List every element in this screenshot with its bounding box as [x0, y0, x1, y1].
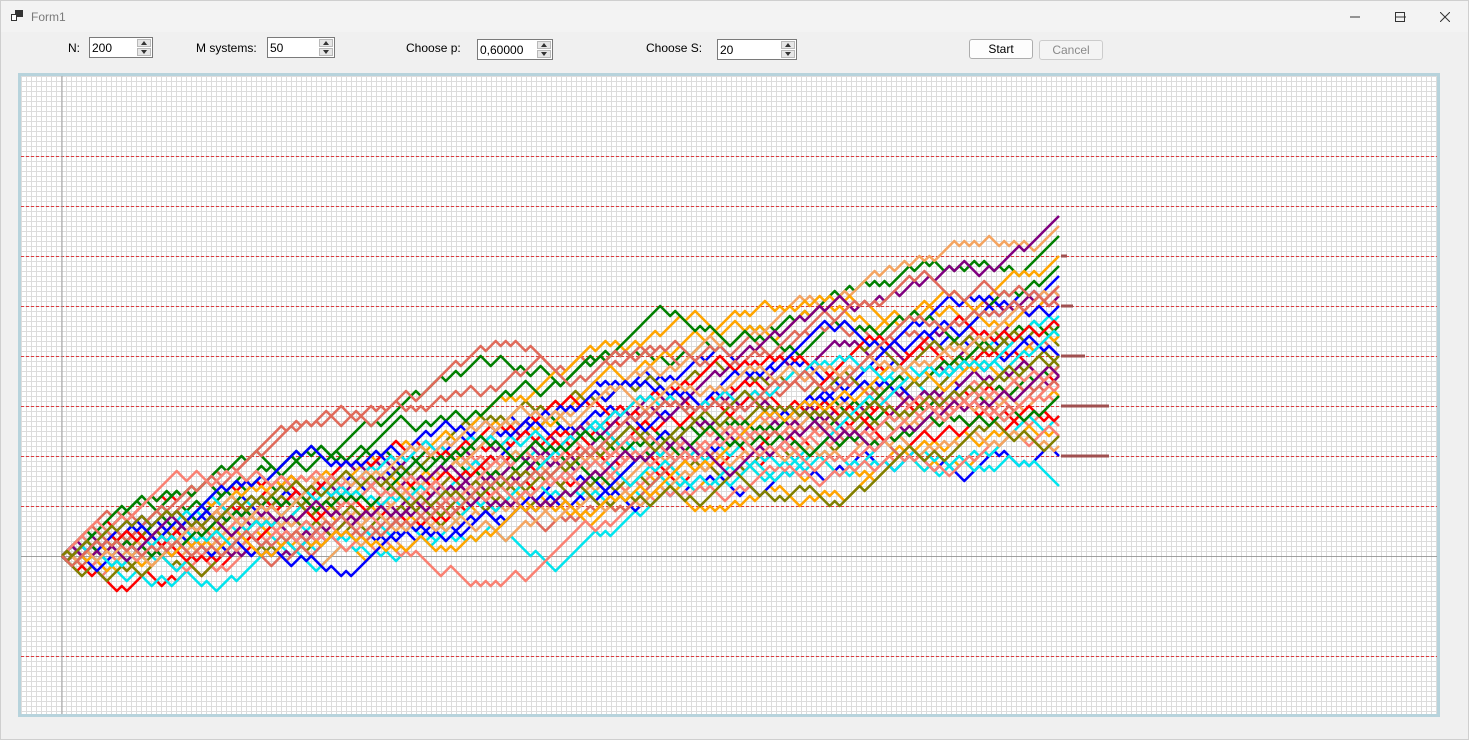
m-label: M systems: — [196, 41, 257, 55]
app-icon — [11, 10, 23, 21]
m-value[interactable]: 50 — [270, 41, 284, 55]
p-up-button[interactable] — [537, 41, 551, 49]
series-line — [61, 289, 1060, 568]
chevron-up-icon — [323, 41, 329, 45]
chevron-down-icon — [541, 52, 547, 56]
plot-area — [18, 73, 1440, 717]
s-numeric-input[interactable]: 20 — [717, 39, 797, 60]
close-button[interactable] — [1422, 1, 1468, 32]
p-numeric-input[interactable]: 0,60000 — [477, 39, 553, 60]
n-up-button[interactable] — [137, 39, 151, 47]
s-value[interactable]: 20 — [720, 43, 734, 57]
maximize-icon — [1395, 11, 1405, 22]
random-walk-chart — [21, 76, 1437, 714]
chevron-up-icon — [541, 43, 547, 47]
s-down-button[interactable] — [781, 50, 795, 58]
chevron-down-icon — [785, 52, 791, 56]
chevron-down-icon — [323, 50, 329, 54]
series-line — [61, 369, 1060, 563]
series-line — [61, 429, 1060, 557]
chevron-down-icon — [141, 50, 147, 54]
maximize-button[interactable] — [1377, 1, 1423, 32]
series-line — [61, 299, 1060, 558]
chevron-up-icon — [141, 41, 147, 45]
m-up-button[interactable] — [319, 39, 333, 47]
s-up-button[interactable] — [781, 41, 795, 49]
m-down-button[interactable] — [319, 48, 333, 56]
minimize-button-hit[interactable] — [1332, 1, 1378, 32]
series-line — [61, 395, 1060, 568]
p-label: Choose p: — [406, 41, 461, 55]
toolbar: N: 200 M systems: 50 Choose p: 0,60000 C… — [1, 32, 1468, 72]
s-label: Choose S: — [646, 41, 703, 55]
series-line — [61, 269, 1060, 557]
minimize-icon — [1350, 16, 1360, 17]
series-line — [61, 265, 1060, 557]
p-down-button[interactable] — [537, 50, 551, 58]
series-line — [61, 384, 1060, 557]
cancel-button[interactable]: Cancel — [1039, 40, 1103, 60]
p-value[interactable]: 0,60000 — [480, 43, 524, 57]
close-icon — [1440, 11, 1450, 22]
m-numeric-input[interactable]: 50 — [267, 37, 335, 58]
n-label: N: — [68, 41, 80, 55]
n-numeric-input[interactable]: 200 — [89, 37, 153, 58]
n-value[interactable]: 200 — [92, 41, 113, 55]
series-line — [61, 319, 1060, 593]
start-button[interactable]: Start — [969, 39, 1033, 59]
n-down-button[interactable] — [137, 48, 151, 56]
chevron-up-icon — [785, 43, 791, 47]
window-title: Form1 — [31, 10, 66, 24]
title-bar: Form1 — [1, 1, 1468, 32]
series-line — [61, 285, 1060, 568]
